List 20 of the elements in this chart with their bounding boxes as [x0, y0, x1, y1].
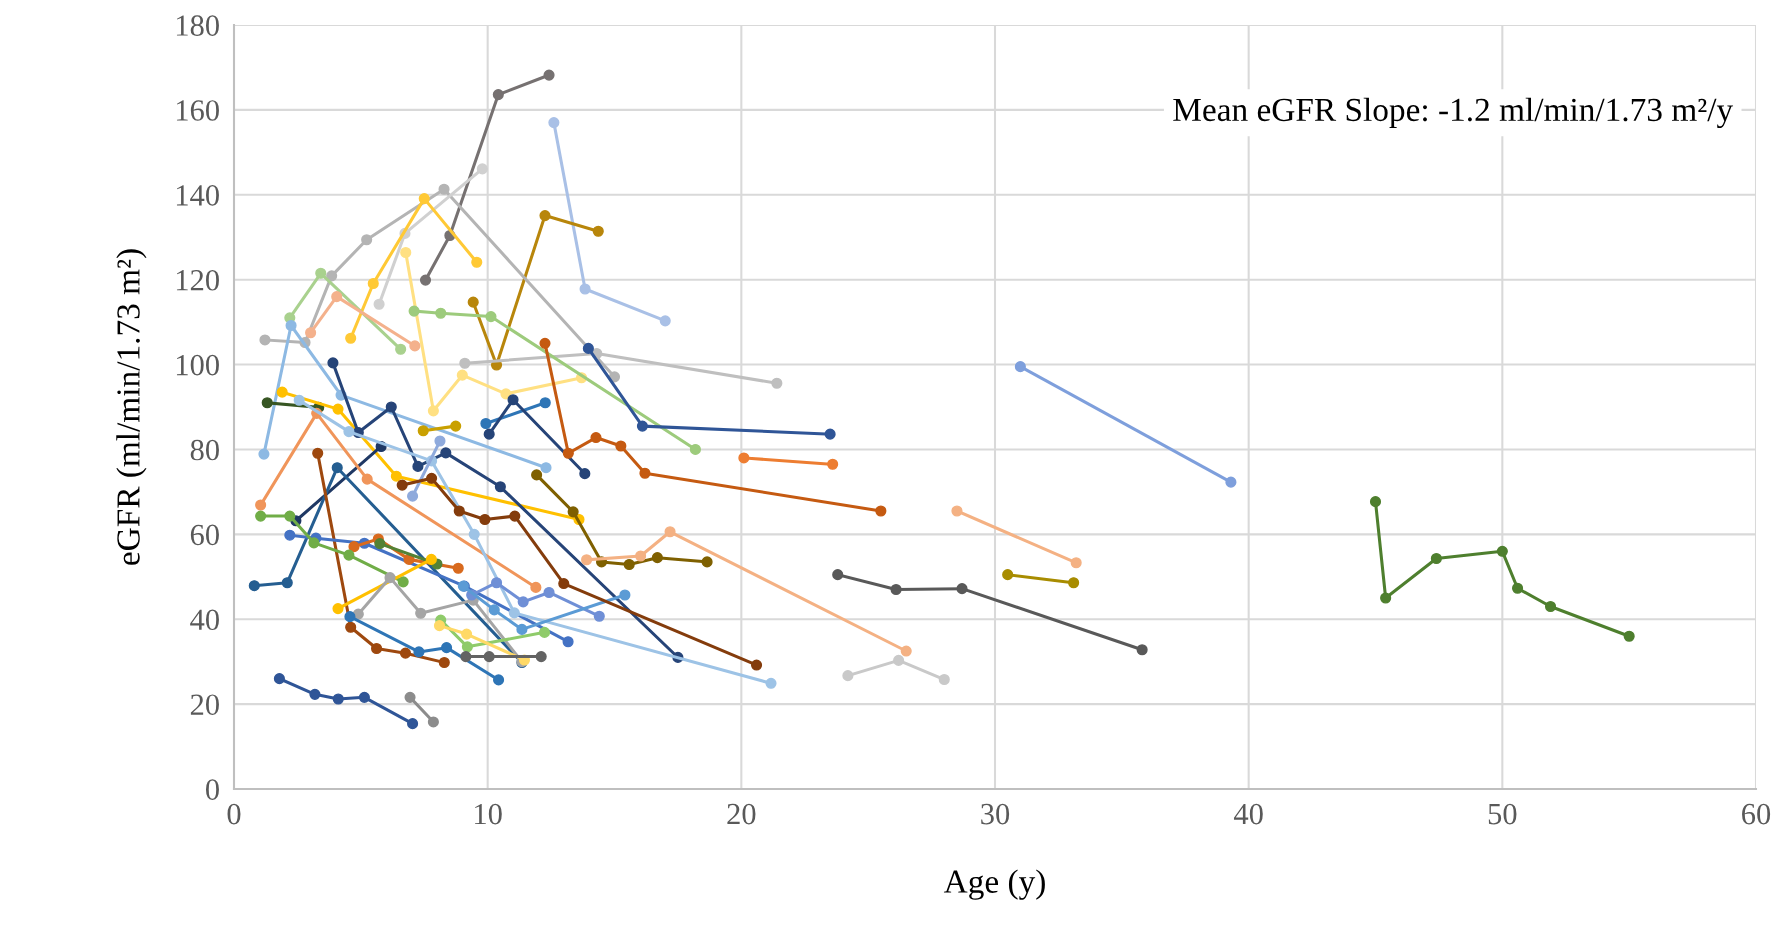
- y-axis-title: eGFR (ml/min/1.73 m²): [116, 249, 147, 565]
- y-tick-label: 80: [190, 439, 219, 461]
- x-tick-label: 40: [1233, 803, 1263, 825]
- x-tick-label: 0: [227, 803, 241, 825]
- y-tick-label: 20: [190, 694, 219, 716]
- y-tick-label: 40: [190, 609, 219, 631]
- x-tick-label: 20: [727, 803, 756, 825]
- x-tick-label: 50: [1488, 803, 1517, 825]
- x-tick-label: 10: [475, 803, 502, 825]
- y-tick-label: 100: [176, 354, 219, 376]
- annotation: Mean eGFR Slope: -1.2 ml/min/1.73 m²/y: [1173, 97, 1734, 129]
- x-axis-title: Age (y): [943, 869, 1045, 900]
- y-tick-label: 180: [176, 15, 219, 36]
- y-tick-label: 0: [206, 779, 219, 800]
- y-tick-label: 160: [176, 100, 219, 121]
- y-tick-label: 140: [176, 185, 219, 206]
- x-tick-label: 60: [1742, 803, 1771, 825]
- y-tick-label: 60: [190, 524, 219, 546]
- y-tick-label: 120: [176, 269, 219, 291]
- x-tick-label: 30: [981, 803, 1010, 825]
